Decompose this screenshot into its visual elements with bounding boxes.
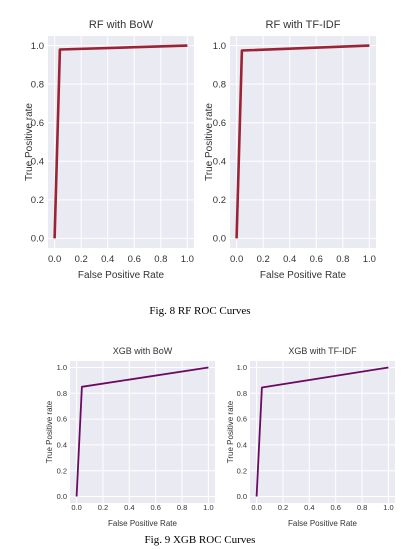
chart-3-y-tick-label: 0.4 bbox=[57, 441, 67, 450]
chart-4-x-tick-label: 1.0 bbox=[383, 503, 393, 512]
chart-4-y-tick-label: 1.0 bbox=[237, 363, 247, 372]
figure-9-caption: Fig. 9 XGB ROC Curves bbox=[145, 534, 256, 546]
chart-1-x-tick-label: 0.8 bbox=[154, 254, 167, 265]
chart-3-x-tick-label: 1.0 bbox=[203, 503, 213, 512]
chart-2-x-tick-label: 0.2 bbox=[257, 254, 270, 265]
chart-1-y-tick-label: 1.0 bbox=[31, 41, 44, 52]
chart-4-y-tick-label: 0.6 bbox=[237, 415, 247, 424]
chart-2-y-axis-label: True Positive rate bbox=[204, 103, 215, 181]
chart-2-x-tick-label: 0.8 bbox=[336, 254, 349, 265]
chart-2-title: RF with TF-IDF bbox=[266, 19, 341, 31]
chart-3-y-tick-label: 0.0 bbox=[57, 492, 67, 501]
chart-2-x-tick-label: 0.6 bbox=[310, 254, 323, 265]
chart-3-y-tick-label: 0.2 bbox=[57, 466, 67, 475]
chart-4-x-tick-label: 0.0 bbox=[251, 503, 261, 512]
chart-3-roc-curve bbox=[75, 366, 209, 497]
chart-2-y-tick-label: 0.0 bbox=[213, 234, 226, 245]
chart-3-x-tick-label: 0.6 bbox=[150, 503, 160, 512]
chart-2-y-tick-label: 1.0 bbox=[213, 41, 226, 52]
chart-1-y-tick-label: 0.4 bbox=[31, 157, 44, 168]
chart-4-x-tick-label: 0.6 bbox=[330, 503, 340, 512]
figure-8-caption: Fig. 8 RF ROC Curves bbox=[149, 305, 250, 317]
chart-3-x-tick-label: 0.0 bbox=[71, 503, 81, 512]
chart-1-y-tick-label: 0.2 bbox=[31, 195, 44, 206]
chart-4-y-axis-label: True Positive rate bbox=[226, 400, 235, 463]
chart-2-plot-area bbox=[230, 36, 376, 248]
chart-1-y-tick-label: 0.0 bbox=[31, 234, 44, 245]
chart-1-roc-curve bbox=[53, 44, 188, 239]
chart-4-x-tick-label: 0.8 bbox=[357, 503, 367, 512]
chart-1-y-tick-label: 0.8 bbox=[31, 80, 44, 91]
chart-2-x-axis-label: False Positive Rate bbox=[260, 270, 347, 281]
chart-1-x-tick-label: 0.4 bbox=[101, 254, 114, 265]
chart-1-x-tick-label: 0.0 bbox=[48, 254, 61, 265]
chart-4-title: XGB with TF-IDF bbox=[288, 346, 357, 356]
chart-1-x-tick-label: 0.6 bbox=[128, 254, 141, 265]
chart-1-plot-area bbox=[48, 36, 194, 248]
chart-4-x-tick-label: 0.2 bbox=[278, 503, 288, 512]
chart-3-y-tick-label: 0.6 bbox=[57, 415, 67, 424]
chart-2-y-tick-label: 0.8 bbox=[213, 80, 226, 91]
chart-3-x-tick-label: 0.4 bbox=[124, 503, 134, 512]
chart-3-y-tick-label: 1.0 bbox=[57, 363, 67, 372]
chart-4-plot-area bbox=[250, 361, 395, 503]
chart-3-y-tick-label: 0.8 bbox=[57, 389, 67, 398]
chart-4-y-tick-label: 0.2 bbox=[237, 466, 247, 475]
chart-4-x-axis-label: False Positive Rate bbox=[288, 519, 357, 528]
chart-1-x-axis-label: False Positive Rate bbox=[78, 270, 165, 281]
chart-2-x-tick-label: 0.0 bbox=[230, 254, 243, 265]
chart-1-x-tick-label: 0.2 bbox=[75, 254, 88, 265]
chart-3-y-axis-label: True Positive rate bbox=[45, 400, 54, 463]
chart-3-x-tick-label: 0.8 bbox=[177, 503, 187, 512]
chart-1-y-axis-label: True Positive rate bbox=[24, 103, 35, 181]
chart-1-y-tick-label: 0.6 bbox=[31, 118, 44, 129]
chart-3-x-axis-label: False Positive Rate bbox=[108, 519, 177, 528]
chart-1-x-tick-label: 1.0 bbox=[181, 254, 194, 265]
chart-4-x-tick-label: 0.4 bbox=[304, 503, 314, 512]
chart-3-x-tick-label: 0.2 bbox=[98, 503, 108, 512]
chart-3-plot-area bbox=[70, 361, 215, 503]
chart-4-roc-curve bbox=[255, 366, 389, 497]
chart-2-x-tick-label: 1.0 bbox=[363, 254, 376, 265]
chart-2-y-tick-label: 0.2 bbox=[213, 195, 226, 206]
chart-1-title: RF with BoW bbox=[89, 19, 154, 31]
chart-2-y-tick-label: 0.4 bbox=[213, 157, 226, 168]
chart-2-x-tick-label: 0.4 bbox=[283, 254, 296, 265]
chart-4-y-tick-label: 0.0 bbox=[237, 492, 247, 501]
chart-3-title: XGB with BoW bbox=[113, 346, 173, 356]
chart-2-y-tick-label: 0.6 bbox=[213, 118, 226, 129]
chart-4-y-tick-label: 0.8 bbox=[237, 389, 247, 398]
chart-2-roc-curve bbox=[235, 44, 370, 239]
chart-4-y-tick-label: 0.4 bbox=[237, 441, 247, 450]
